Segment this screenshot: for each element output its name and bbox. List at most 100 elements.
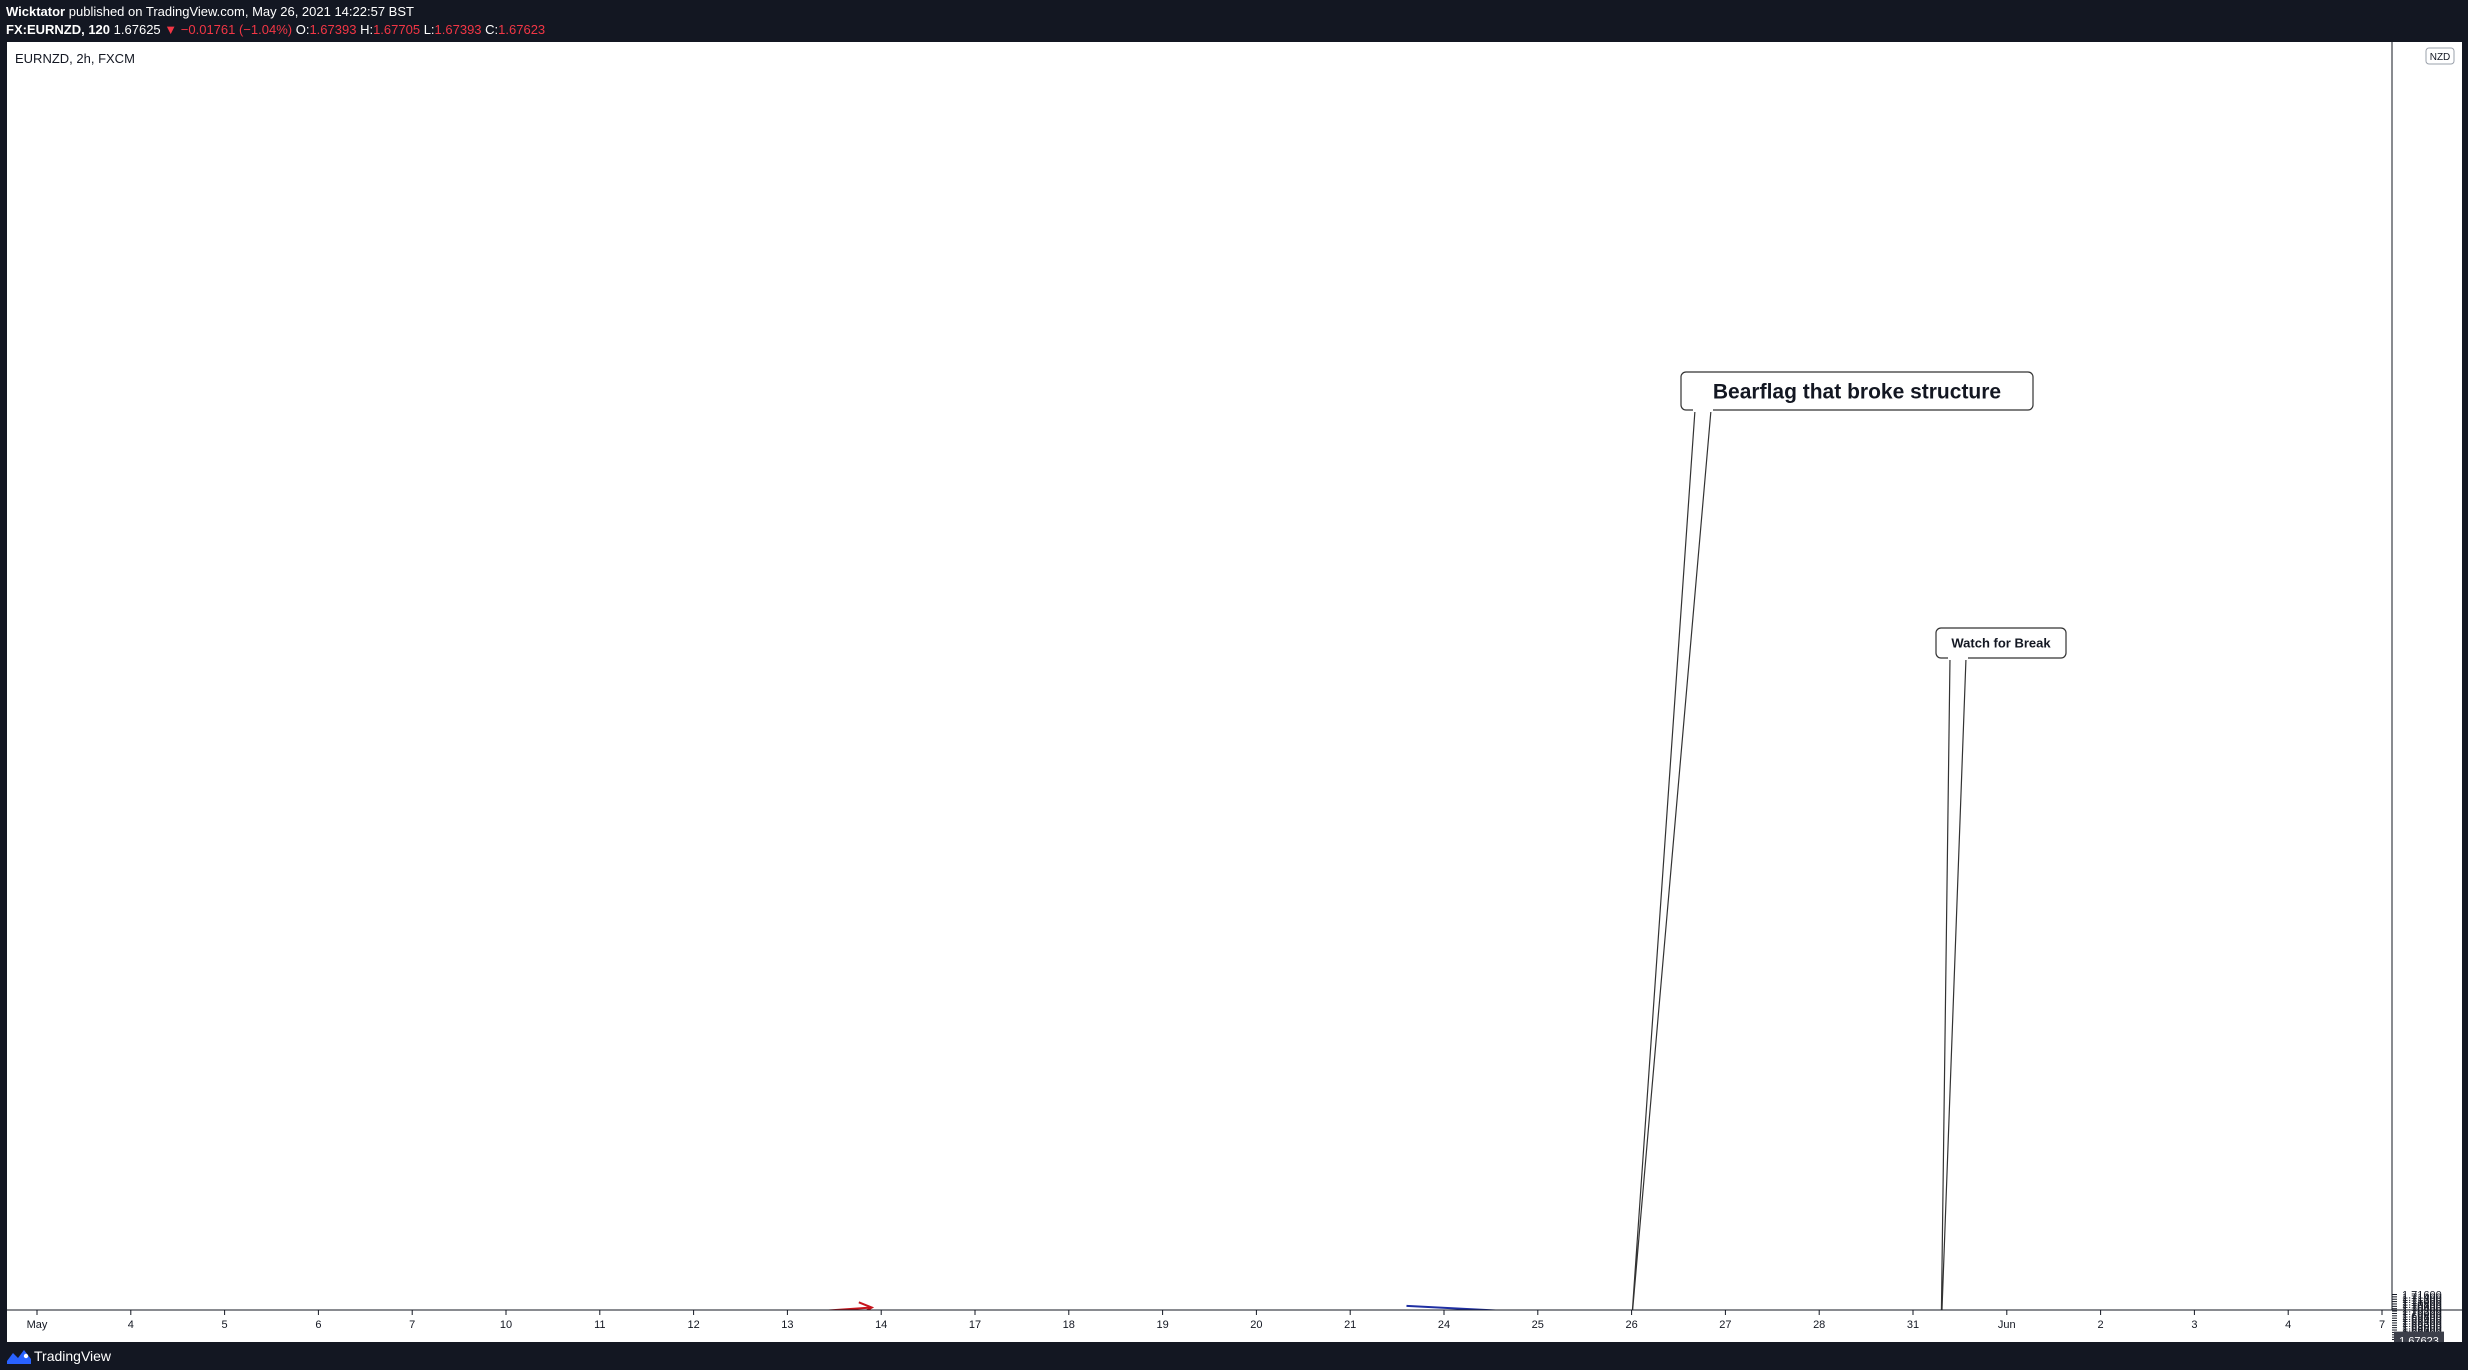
tradingview-brand[interactable]: TradingView: [34, 1348, 112, 1364]
candle-body: [735, 1329, 740, 1332]
bull-candle: [1342, 1311, 1347, 1313]
publish-line: Wicktator published on TradingView.com, …: [6, 4, 414, 19]
time-tick-label: 6: [315, 1319, 321, 1331]
plot-area: Impulse Bearflag that broke structure Watc…: [9, 371, 2391, 1342]
candle-body: [813, 1327, 818, 1329]
bear-candle: [1288, 1315, 1293, 1318]
bull-candle: [1327, 1315, 1332, 1317]
candle-body: [1249, 1315, 1254, 1317]
price-tick-label: 1.71400: [2402, 1292, 2442, 1304]
current-price-badge: [2394, 1331, 2444, 1342]
candle-body: [759, 1330, 764, 1332]
time-tick-label: 20: [1250, 1319, 1262, 1331]
candle-body: [1023, 1328, 1028, 1330]
bear-candle: [829, 1327, 834, 1333]
candle-body: [175, 1327, 180, 1330]
bear-candle: [1265, 1315, 1270, 1317]
bull-candle: [66, 1333, 71, 1337]
time-tick-label: 21: [1344, 1319, 1356, 1331]
candle-body: [198, 1336, 203, 1338]
candle-body: [136, 1338, 141, 1341]
bull-candle: [1179, 1317, 1184, 1322]
bear-candle: [1646, 1324, 1651, 1337]
bear-candle: [1218, 1313, 1223, 1316]
author-name[interactable]: Wicktator: [6, 4, 66, 19]
bull-candle: [1195, 1313, 1200, 1317]
bear-candle: [1374, 1311, 1379, 1317]
candle-body: [1288, 1316, 1293, 1318]
time-tick-label: 12: [687, 1319, 699, 1331]
callout-pointer: [1631, 409, 1712, 1310]
high-label: H:: [360, 22, 374, 37]
bear-candle: [1397, 1321, 1402, 1323]
bear-candle: [175, 1326, 180, 1332]
blue-downtrend-line: [1406, 1304, 1506, 1310]
bear-candle: [852, 1335, 857, 1337]
bear-candle: [1638, 1319, 1643, 1326]
candle-body: [1272, 1315, 1277, 1317]
callout-pointer: [1940, 657, 1967, 1310]
candle-body: [1420, 1315, 1425, 1318]
candle-body: [167, 1327, 172, 1331]
time-tick-label: 5: [222, 1319, 228, 1331]
chart-area[interactable]: Impulse Bearflag that broke structure Watc…: [7, 42, 2462, 1342]
candle-body: [1506, 1319, 1511, 1321]
bear-candle: [891, 1332, 896, 1335]
candlestick-chart[interactable]: Impulse Bearflag that broke structure Watc…: [7, 42, 2462, 1342]
impulse-arrow: [821, 1306, 872, 1310]
bear-candle: [922, 1334, 927, 1338]
bull-candle: [1413, 1318, 1418, 1320]
candle-body: [1483, 1316, 1488, 1318]
bull-candle: [214, 1338, 219, 1340]
price-tick-label: 1.71600: [2402, 1289, 2442, 1301]
open-label: O:: [295, 22, 310, 37]
time-tick-label: 27: [1719, 1319, 1731, 1331]
candle-body: [1008, 1330, 1013, 1332]
candle-body: [1545, 1321, 1550, 1323]
blue-trend-arrow: [9, 1323, 337, 1326]
bull-candle: [1187, 1315, 1192, 1319]
time-tick-label: 24: [1438, 1319, 1450, 1331]
bull-candle: [1584, 1319, 1589, 1322]
publish-header: Wicktator published on TradingView.com, …: [0, 0, 2468, 42]
bull-candle: [1311, 1317, 1316, 1319]
bull-candle: [984, 1335, 989, 1338]
candle-body: [1117, 1334, 1122, 1336]
candle-body: [1646, 1325, 1651, 1337]
candle-body: [1226, 1315, 1231, 1317]
candle-body: [720, 1334, 725, 1338]
candle-body: [906, 1334, 911, 1336]
time-tick-label: 11: [594, 1319, 605, 1331]
current-price-marker: 1.6762301:37:04: [2394, 1331, 2444, 1342]
time-tick-label: 2: [2098, 1319, 2104, 1331]
candle-body: [805, 1328, 810, 1330]
candle-body: [1202, 1313, 1207, 1315]
currency-box: [2425, 47, 2455, 65]
time-axis: May 4 5 6 7 10 11 12 13 14 17 18 19 20 21 24 25 26 27 28 31 J…: [7, 1309, 2462, 1331]
candle-body: [1436, 1314, 1441, 1316]
bear-candle: [930, 1337, 935, 1339]
candle-body: [1319, 1316, 1324, 1318]
bear-candle: [1560, 1318, 1565, 1320]
bear-candle: [774, 1328, 779, 1332]
bull-candle: [1015, 1326, 1020, 1330]
bull-candle: [1599, 1320, 1604, 1322]
projection-curve: [1725, 1323, 2391, 1342]
candle-body: [1148, 1329, 1153, 1331]
bull-candle: [821, 1327, 826, 1329]
candle-body: [151, 1334, 156, 1336]
time-tick-label: 25: [1532, 1319, 1544, 1331]
bull-candle: [1148, 1328, 1153, 1331]
bear-candle: [1522, 1320, 1527, 1323]
candle-body: [1584, 1320, 1589, 1322]
candle-body: [1078, 1331, 1083, 1333]
candle-body: [1389, 1320, 1394, 1322]
candle-body: [766, 1329, 771, 1331]
candle-body: [1490, 1318, 1495, 1320]
time-tick-label: 31: [1907, 1319, 1919, 1331]
tradingview-logo-icon[interactable]: [6, 1347, 32, 1365]
candle-body: [1179, 1318, 1184, 1322]
time-tick-label: 17: [969, 1319, 981, 1331]
candle-body: [1467, 1313, 1472, 1315]
bear-candle: [1047, 1329, 1052, 1331]
